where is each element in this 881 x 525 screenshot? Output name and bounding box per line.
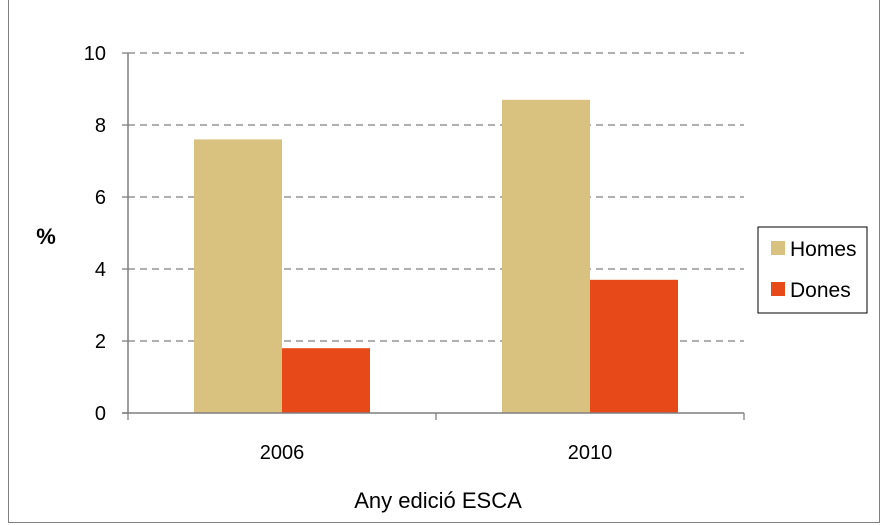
legend: Homes Dones: [757, 226, 868, 314]
y-tick-labels: 0 2 4 6 8 10: [84, 43, 128, 425]
y-tick-label: 0: [95, 403, 106, 425]
y-axis-title: %: [36, 224, 56, 249]
legend-swatch-dones: [771, 282, 785, 296]
legend-swatch-homes: [771, 241, 785, 255]
bars: [194, 99, 678, 414]
bar-dones-2006: [282, 348, 370, 413]
x-axis-title: Any edició ESCA: [354, 488, 522, 513]
axes: [122, 53, 744, 414]
x-tick-label: 2010: [568, 442, 613, 464]
x-tick-labels: 2006 2010: [127, 413, 745, 464]
y-tick-label: 4: [95, 259, 106, 281]
legend-label-dones: Dones: [790, 279, 851, 302]
y-tick-label: 2: [95, 331, 106, 353]
legend-label-homes: Homes: [790, 238, 857, 261]
y-tick-label: 10: [84, 43, 106, 65]
y-tick-label: 8: [95, 115, 106, 137]
bar-homes-2006: [194, 139, 282, 413]
y-tick-label: 6: [95, 187, 106, 209]
bar-homes-2010: [502, 99, 590, 414]
bar-dones-2010: [590, 279, 678, 413]
chart-frame: [8, 0, 880, 523]
x-tick-label: 2006: [260, 442, 305, 464]
